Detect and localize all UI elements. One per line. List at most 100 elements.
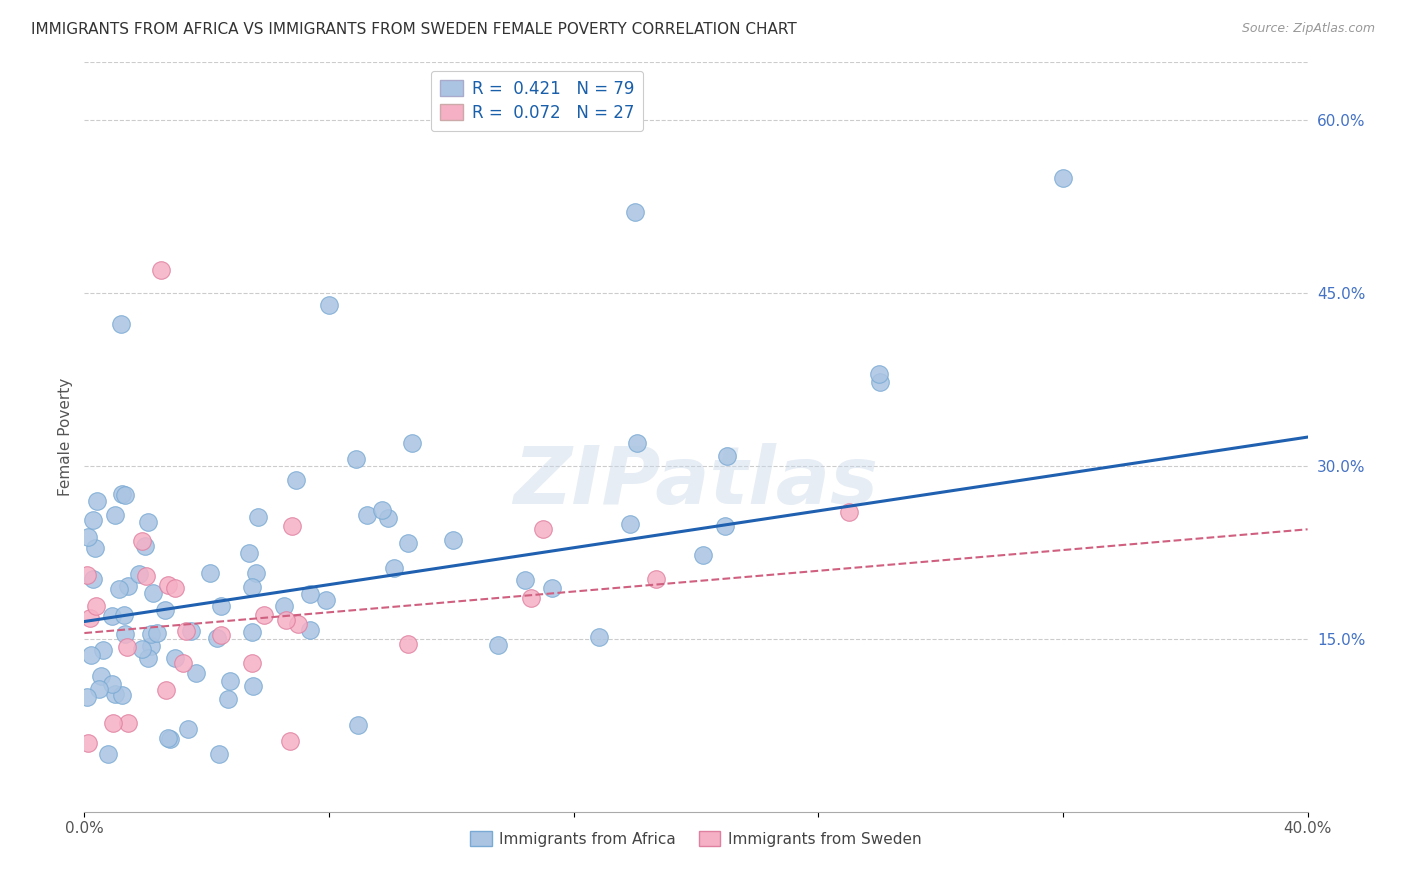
Point: [117, 715, 139, 730]
Point: [205, 632, 228, 646]
Point: [101, 677, 124, 691]
Point: [157, 731, 180, 746]
Point: [284, 473, 307, 487]
Point: [128, 567, 150, 582]
Point: [114, 488, 136, 502]
Point: [84, 541, 107, 555]
Point: [869, 375, 891, 389]
Point: [626, 436, 648, 450]
Point: [135, 569, 157, 583]
Point: [356, 508, 378, 522]
Point: [519, 591, 541, 605]
Point: [384, 561, 406, 575]
Point: [242, 679, 264, 693]
Point: [79, 611, 101, 625]
Point: [238, 546, 260, 560]
Point: [177, 722, 200, 736]
Point: [287, 616, 309, 631]
Point: [139, 639, 162, 653]
Point: [253, 608, 276, 623]
Point: [347, 718, 370, 732]
Point: [139, 626, 162, 640]
Point: [619, 517, 641, 532]
Point: [142, 585, 165, 599]
Point: [396, 637, 419, 651]
Point: [344, 452, 367, 467]
Text: IMMIGRANTS FROM AFRICA VS IMMIGRANTS FROM SWEDEN FEMALE POVERTY CORRELATION CHAR: IMMIGRANTS FROM AFRICA VS IMMIGRANTS FRO…: [31, 22, 797, 37]
Point: [86, 494, 108, 508]
Point: [172, 656, 194, 670]
Point: [692, 548, 714, 562]
Point: [588, 630, 610, 644]
Point: [276, 613, 298, 627]
Point: [111, 487, 134, 501]
Point: [245, 566, 267, 581]
Point: [209, 599, 232, 614]
Point: [107, 582, 129, 596]
Point: [117, 579, 139, 593]
Legend: Immigrants from Africa, Immigrants from Sweden: Immigrants from Africa, Immigrants from …: [464, 825, 928, 853]
Text: Source: ZipAtlas.com: Source: ZipAtlas.com: [1241, 22, 1375, 36]
Point: [156, 578, 179, 592]
Point: [396, 536, 419, 550]
Point: [110, 689, 132, 703]
Point: [838, 505, 860, 519]
Point: [101, 608, 124, 623]
Point: [165, 581, 187, 595]
Point: [97, 747, 120, 761]
Point: [91, 643, 114, 657]
Point: [278, 734, 301, 748]
Point: [110, 318, 132, 332]
Point: [103, 715, 125, 730]
Text: ZIPatlas: ZIPatlas: [513, 443, 879, 521]
Point: [82, 513, 104, 527]
Y-axis label: Female Poverty: Female Poverty: [58, 378, 73, 496]
Point: [240, 624, 263, 639]
Point: [184, 665, 207, 680]
Point: [176, 624, 198, 639]
Point: [208, 747, 231, 761]
Point: [115, 640, 138, 655]
Point: [198, 566, 221, 580]
Point: [77, 530, 100, 544]
Point: [1052, 170, 1074, 185]
Point: [90, 669, 112, 683]
Point: [136, 651, 159, 665]
Point: [104, 508, 127, 522]
Point: [86, 599, 108, 613]
Point: [644, 572, 666, 586]
Point: [624, 205, 647, 219]
Point: [131, 534, 153, 549]
Point: [159, 731, 181, 746]
Point: [273, 599, 295, 613]
Point: [145, 626, 167, 640]
Point: [315, 593, 337, 607]
Point: [163, 650, 186, 665]
Point: [240, 656, 263, 670]
Point: [80, 648, 103, 662]
Point: [486, 638, 509, 652]
Point: [441, 533, 464, 548]
Point: [76, 690, 98, 705]
Point: [401, 435, 423, 450]
Point: [377, 510, 399, 524]
Point: [136, 515, 159, 529]
Point: [318, 297, 340, 311]
Point: [299, 587, 322, 601]
Point: [531, 522, 554, 536]
Point: [77, 736, 100, 750]
Point: [217, 692, 239, 706]
Point: [716, 449, 738, 463]
Point: [104, 688, 127, 702]
Point: [513, 573, 536, 587]
Point: [155, 682, 177, 697]
Point: [131, 642, 153, 657]
Point: [114, 626, 136, 640]
Point: [247, 510, 270, 524]
Point: [370, 503, 392, 517]
Point: [280, 518, 302, 533]
Point: [76, 568, 98, 582]
Point: [87, 681, 110, 696]
Point: [209, 628, 232, 642]
Point: [240, 581, 263, 595]
